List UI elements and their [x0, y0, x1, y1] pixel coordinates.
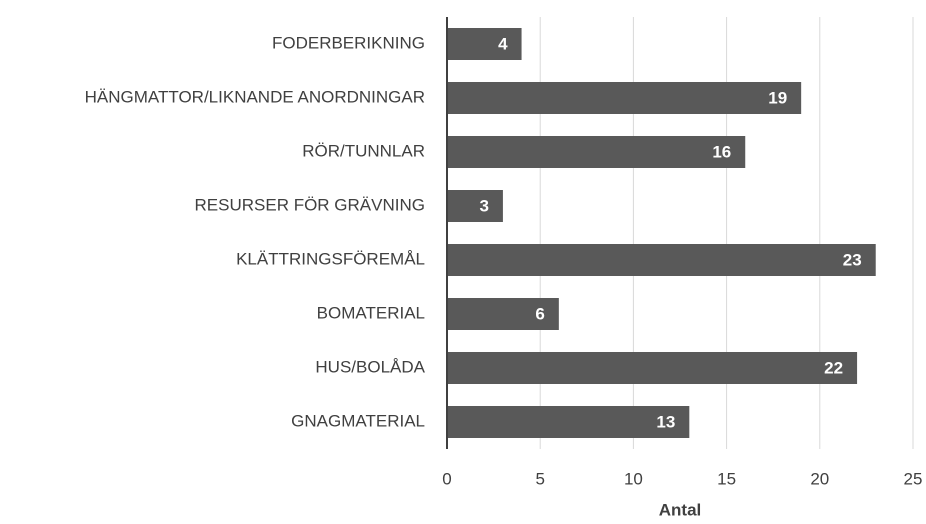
bar: [447, 190, 503, 222]
value-label: 13: [656, 412, 675, 431]
y-tick-label: FODERBERIKNING: [272, 33, 425, 52]
x-tick-label: 10: [624, 469, 643, 488]
x-tick-label: 0: [442, 469, 451, 488]
y-tick-label: RÖR/TUNNLAR: [302, 141, 425, 160]
x-tick-label: 5: [535, 469, 544, 488]
y-tick-label: GNAGMATERIAL: [291, 411, 425, 430]
value-label: 16: [712, 142, 731, 161]
x-axis-label: Antal: [659, 500, 702, 519]
value-label: 19: [768, 88, 787, 107]
y-tick-label: HÄNGMATTOR/LIKNANDE ANORDNINGAR: [85, 87, 425, 106]
value-label: 4: [498, 34, 508, 53]
bar: [447, 28, 522, 60]
value-label: 6: [535, 304, 544, 323]
y-tick-label: RESURSER FÖR GRÄVNING: [195, 195, 425, 214]
value-label: 3: [479, 196, 488, 215]
value-label: 22: [824, 358, 843, 377]
bar: [447, 82, 802, 114]
bar: [447, 298, 559, 330]
y-tick-label: HUS/BOLÅDA: [315, 357, 425, 376]
bar: [447, 136, 746, 168]
bar: [447, 352, 858, 384]
y-tick-label: KLÄTTRINGSFÖREMÅL: [236, 249, 425, 268]
x-tick-label: 20: [810, 469, 829, 488]
bar: [447, 244, 876, 276]
x-tick-label: 15: [717, 469, 736, 488]
bar: [447, 406, 690, 438]
value-label: 23: [843, 250, 862, 269]
y-tick-label: BOMATERIAL: [317, 303, 425, 322]
x-tick-label: 25: [904, 469, 923, 488]
